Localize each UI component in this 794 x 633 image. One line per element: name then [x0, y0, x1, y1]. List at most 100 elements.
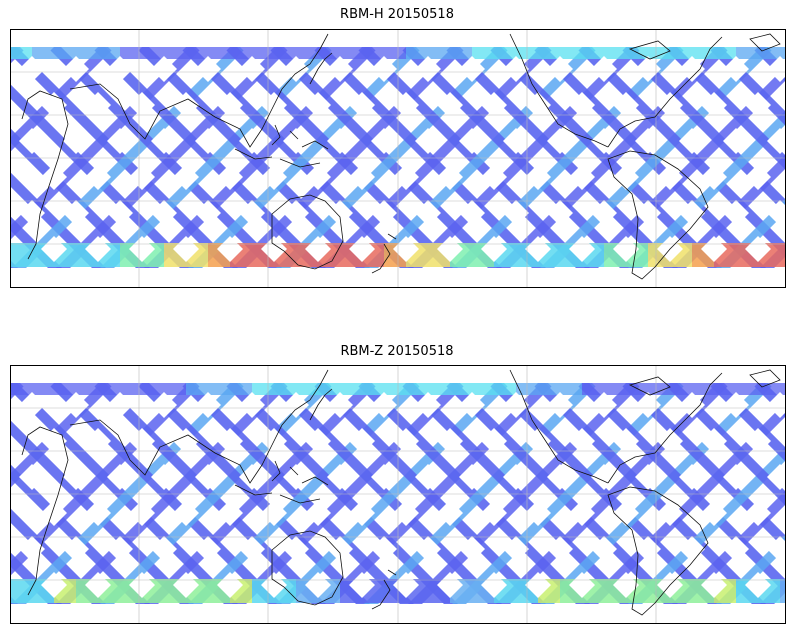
- band-top: [274, 47, 296, 59]
- swath-desc: [10, 43, 244, 281]
- gap: [305, 92, 331, 118]
- swath-desc: [10, 43, 24, 65]
- band-top: [54, 383, 76, 395]
- gap: [217, 164, 243, 190]
- band-top: [384, 383, 406, 395]
- gap: [635, 464, 661, 490]
- map-frame: [10, 365, 786, 624]
- gap: [591, 392, 617, 418]
- band-top: [164, 47, 186, 59]
- gap: [569, 92, 595, 118]
- gap: [261, 500, 287, 526]
- coastlines: [21, 33, 781, 280]
- gap: [547, 392, 573, 418]
- band-top: [758, 47, 780, 59]
- swath-desc: [182, 379, 420, 617]
- coastline: [289, 466, 299, 476]
- coastline: [69, 419, 273, 484]
- gap: [569, 500, 595, 526]
- gap: [217, 572, 243, 598]
- gap: [591, 56, 617, 82]
- gap: [613, 428, 639, 454]
- gap: [679, 56, 705, 82]
- map-panel-rbm-h: [10, 29, 786, 288]
- band-top: [582, 383, 604, 395]
- gap: [767, 392, 786, 418]
- coastline: [309, 52, 333, 85]
- map-title-rbm-z: RBM-Z 20150518: [340, 344, 454, 359]
- gap: [129, 164, 155, 190]
- gap: [371, 392, 397, 418]
- band-top: [428, 383, 450, 395]
- gap: [195, 128, 221, 154]
- gap: [261, 236, 287, 262]
- band-top: [560, 383, 582, 395]
- gap: [569, 572, 595, 598]
- gap: [679, 536, 705, 562]
- track-gaps: [19, 56, 786, 262]
- gap: [283, 56, 309, 82]
- gap: [151, 464, 177, 490]
- swath-desc: [10, 379, 244, 617]
- swath-desc: [446, 379, 684, 617]
- gap: [547, 128, 573, 154]
- band-top: [120, 47, 142, 59]
- gap: [415, 464, 441, 490]
- gap: [327, 56, 353, 82]
- gap: [503, 392, 529, 418]
- gap: [767, 56, 786, 82]
- gap: [327, 392, 353, 418]
- gap: [129, 428, 155, 454]
- gap: [525, 92, 551, 118]
- gap: [63, 464, 89, 490]
- gap: [19, 200, 45, 226]
- polar-bands: [10, 47, 786, 267]
- gap: [129, 92, 155, 118]
- band-bottom: [10, 579, 32, 603]
- gap: [305, 164, 331, 190]
- gap: [217, 500, 243, 526]
- band-top: [384, 47, 406, 59]
- gap: [525, 500, 551, 526]
- band-top: [538, 47, 560, 59]
- coastline: [628, 40, 671, 60]
- swath-desc: [314, 379, 552, 617]
- swath-asc: [710, 379, 786, 463]
- gap: [217, 92, 243, 118]
- coastlines: [21, 369, 781, 616]
- band-top: [494, 47, 516, 59]
- gap: [283, 392, 309, 418]
- gap: [415, 200, 441, 226]
- gap: [635, 392, 661, 418]
- gap: [503, 56, 529, 82]
- gap: [85, 92, 111, 118]
- band-top: [186, 383, 208, 395]
- band-top: [296, 47, 318, 59]
- swath-desc: [10, 379, 24, 401]
- gap: [437, 236, 463, 262]
- gap: [393, 428, 419, 454]
- gap: [635, 56, 661, 82]
- band-bottom: [780, 243, 786, 267]
- swath-desc: [622, 445, 786, 617]
- coastline: [271, 460, 281, 482]
- gap: [195, 464, 221, 490]
- swath-desc: [226, 379, 464, 617]
- gap: [19, 464, 45, 490]
- coastline: [289, 130, 299, 140]
- gap: [107, 392, 133, 418]
- swath-desc: [402, 43, 640, 281]
- gap: [85, 164, 111, 190]
- gap: [591, 464, 617, 490]
- gap: [767, 536, 786, 562]
- band-top: [472, 47, 494, 59]
- coastline: [234, 484, 273, 496]
- band-top: [362, 47, 384, 59]
- graticule: [10, 365, 786, 624]
- swath-asc: [10, 127, 156, 281]
- swath-desc: [402, 379, 640, 617]
- coastline: [21, 426, 69, 596]
- graticule: [10, 29, 786, 288]
- gap: [723, 128, 749, 154]
- band-top: [252, 383, 274, 395]
